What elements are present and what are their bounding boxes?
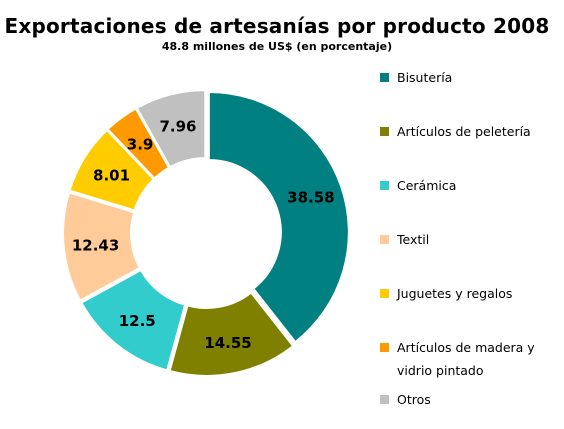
chart-title: Exportaciones de artesanías por producto… [4, 14, 550, 38]
legend-label: Bisutería [397, 70, 453, 85]
donut-slice [135, 89, 207, 169]
slice-value-label: 8.01 [93, 167, 130, 185]
slice-value-label: 12.5 [119, 312, 156, 330]
legend-swatch [380, 343, 389, 352]
legend-label: Artículos de peletería [397, 124, 531, 139]
chart-subtitle: 48.8 millones de US$ (en porcentaje) [161, 40, 393, 53]
slice-value-label: 14.55 [204, 334, 251, 352]
legend-swatch [380, 181, 389, 190]
legend-swatch [380, 289, 389, 298]
legend-label: Artículos de madera y vidrio pintado [397, 340, 535, 378]
legend-label: Juguetes y regalos [397, 286, 513, 301]
donut-slice [62, 191, 142, 302]
donut-slice [106, 107, 171, 180]
legend-label: Textil [397, 232, 430, 247]
legend-label: Cerámica [397, 178, 457, 193]
legend-swatch [380, 73, 389, 82]
legend-swatch [380, 235, 389, 244]
slice-value-label: 7.96 [159, 118, 196, 136]
donut-slice [168, 291, 295, 377]
legend-label: Otros [397, 392, 431, 407]
slice-value-label: 3.9 [127, 136, 154, 154]
donut-slice [207, 91, 350, 344]
slice-value-label: 38.58 [287, 189, 334, 207]
donut-slice [80, 268, 187, 372]
donut-slice [68, 128, 156, 212]
slice-value-label: 12.43 [72, 236, 119, 254]
legend-swatch [380, 127, 389, 136]
legend-swatch [380, 395, 389, 404]
